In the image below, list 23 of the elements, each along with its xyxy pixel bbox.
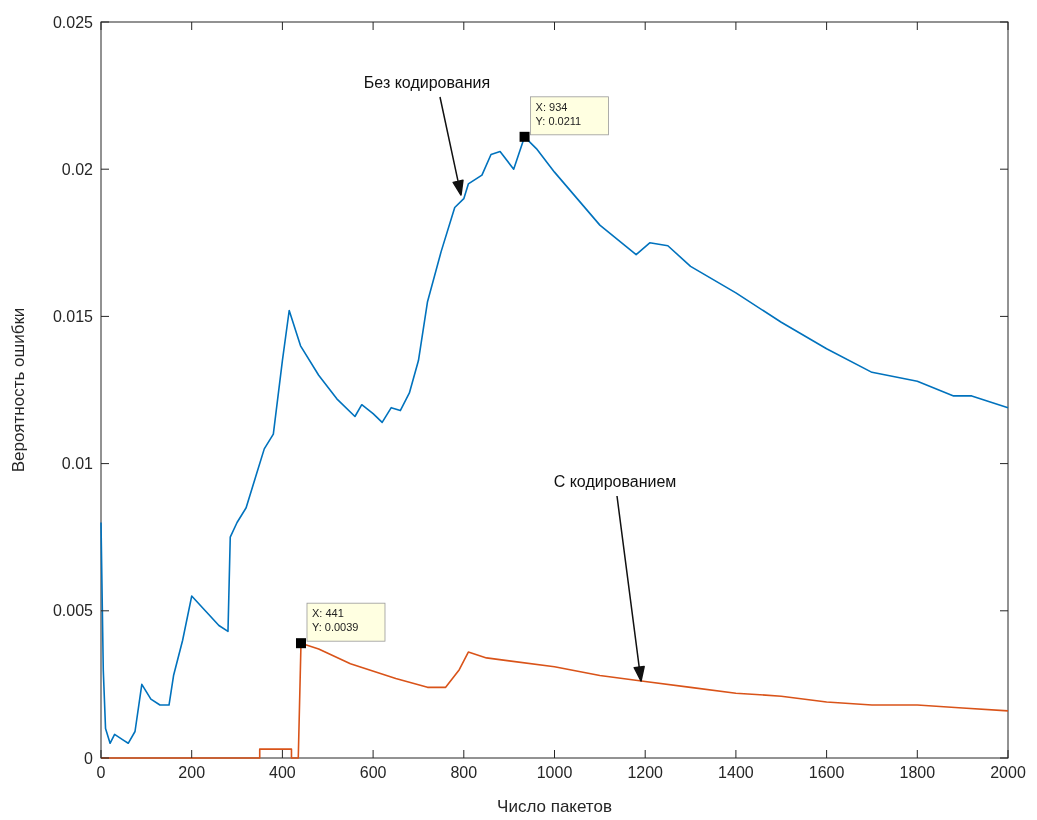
x-tick-label: 400 <box>269 764 296 781</box>
x-tick-label: 1000 <box>536 764 573 781</box>
x-axis-title: Число пакетов <box>497 797 612 816</box>
y-tick-label: 0.025 <box>52 13 94 31</box>
x-tick-label: 1400 <box>718 764 754 781</box>
y-tick-label: 0.02 <box>61 160 94 178</box>
x-tick-label: 800 <box>450 764 478 781</box>
y-tick-label: 0.005 <box>52 602 94 620</box>
x-tick-label: 0 <box>96 764 106 781</box>
x-tick-label: 2000 <box>990 764 1026 781</box>
y-tick-label: 0.015 <box>52 308 94 325</box>
y-tick-label: 0.01 <box>61 455 94 473</box>
annotation: X: 934 Y: 0.0211 <box>535 100 582 127</box>
x-tick-label: 1600 <box>808 764 845 781</box>
annotation: X: 441 Y: 0.0039 <box>311 607 359 634</box>
annotation: С кодированием <box>553 473 677 490</box>
annotation: Без кодирования <box>363 74 491 91</box>
x-tick-label: 1800 <box>899 764 936 781</box>
y-tick-label: 0 <box>84 749 94 767</box>
y-axis-title: Вероятность ошибки <box>9 307 28 473</box>
x-tick-label: 1200 <box>627 764 664 781</box>
x-tick-label: 200 <box>178 764 206 781</box>
x-tick-label: 600 <box>359 764 387 781</box>
